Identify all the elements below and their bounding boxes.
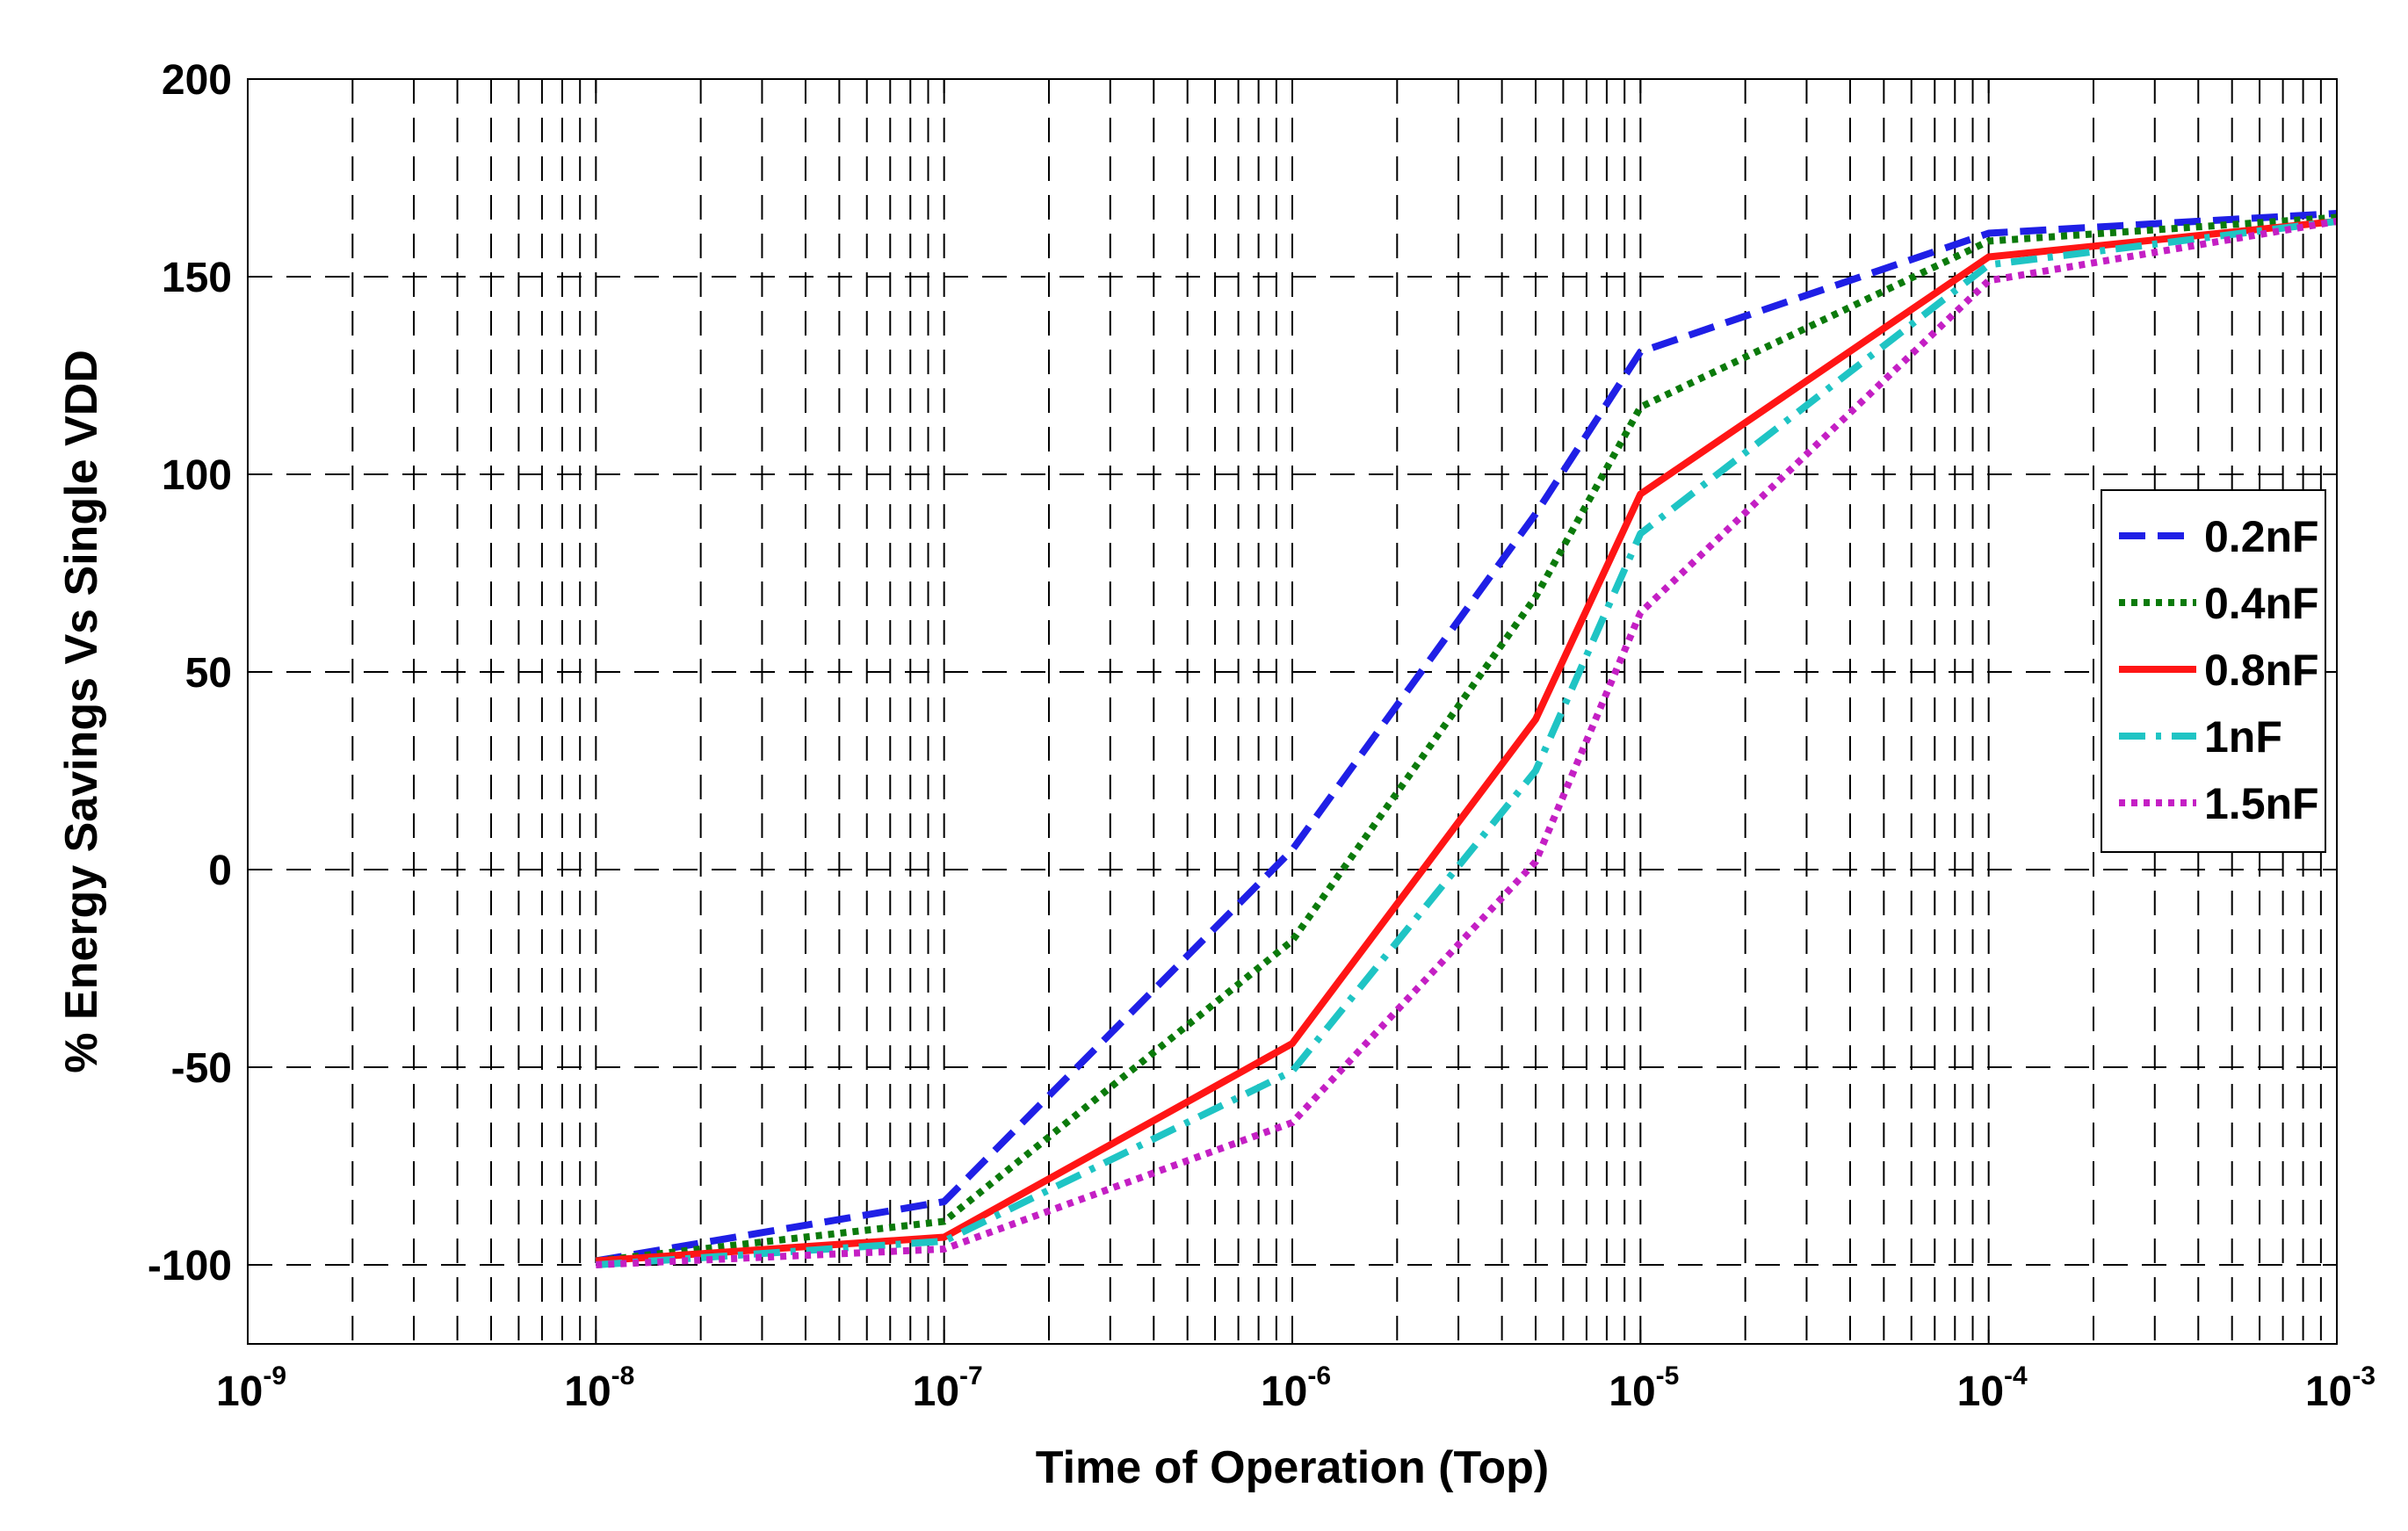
series-line-0.2nF bbox=[595, 210, 2338, 1265]
series-line-1.5nF bbox=[596, 218, 2338, 1268]
axis-ticks: 200 150 100 50 0 -50 -100 10-9 10-8 10-7 10-6 10-5 1… bbox=[148, 57, 2375, 1415]
series-line-0.8nF bbox=[596, 218, 2338, 1265]
grid-lines bbox=[248, 79, 2337, 1344]
y-axis-title: % Energy Savings Vs Single VDD bbox=[56, 350, 107, 1073]
y-tick-label: 0 bbox=[208, 848, 232, 894]
legend-label-1.5nF: 1.5nF bbox=[2204, 779, 2319, 828]
x-tick-label: 10-9 bbox=[216, 1361, 286, 1415]
legend-label-0.2nF: 0.2nF bbox=[2204, 512, 2319, 561]
legend-label-0.8nF: 0.8nF bbox=[2204, 646, 2319, 695]
y-tick-label: 50 bbox=[185, 650, 232, 697]
legend-label-0.4nF: 0.4nF bbox=[2204, 579, 2319, 628]
series-line-1nF bbox=[596, 218, 2338, 1268]
legend-label-1nF: 1nF bbox=[2204, 712, 2282, 762]
x-tick-label: 10-7 bbox=[913, 1361, 983, 1415]
series-lines bbox=[595, 210, 2338, 1268]
y-tick-label: 100 bbox=[162, 452, 232, 499]
x-tick-label: 10-4 bbox=[1957, 1361, 2028, 1415]
y-tick-label: 150 bbox=[162, 255, 232, 301]
y-tick-label: -50 bbox=[171, 1045, 232, 1092]
series-line-0.4nF bbox=[595, 213, 2338, 1265]
legend: 0.2nF 0.4nF 0.8nF 1nF 1.5nF bbox=[2101, 489, 2326, 853]
x-tick-label: 10-8 bbox=[564, 1361, 634, 1415]
x-tick-label: 10-5 bbox=[1609, 1361, 1679, 1415]
x-tick-label: 10-6 bbox=[1261, 1361, 1331, 1415]
x-axis-title: Time of Operation (Top) bbox=[1036, 1442, 1550, 1493]
y-tick-label: -100 bbox=[148, 1243, 232, 1289]
y-tick-label: 200 bbox=[162, 57, 232, 104]
x-tick-label: 10-3 bbox=[2305, 1361, 2375, 1415]
